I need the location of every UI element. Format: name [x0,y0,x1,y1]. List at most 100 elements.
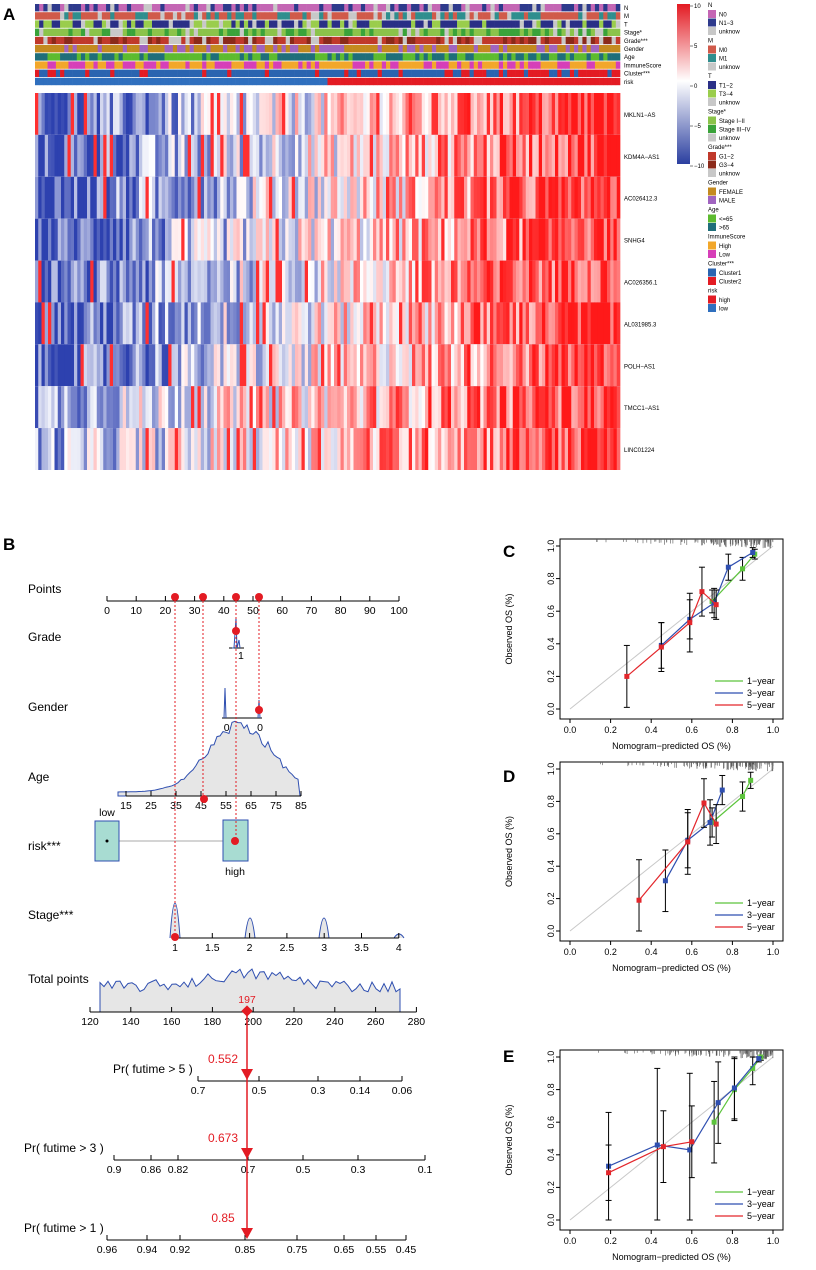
heatmap-cell [597,344,601,387]
annotation-cell [431,61,437,69]
heatmap-cell [64,344,68,387]
heatmap-cell [334,386,338,429]
annotation-cell [76,69,82,77]
heatmap-cell [590,260,595,303]
heatmap-cell [538,93,543,135]
heatmap-cell [168,260,172,303]
annotation-cell [431,69,437,77]
heatmap-cell [376,93,380,135]
annotation-cell [181,61,186,69]
heatmap-cell [70,428,75,470]
annotation-cell [599,77,604,86]
heatmap-cell [509,218,514,261]
annotation-cell [160,53,165,61]
total-tick-label: 280 [408,1016,426,1028]
heatmap-cell [145,302,150,345]
heatmap-cell [207,302,211,345]
x-tick-label: 0.8 [726,725,739,735]
annotation-cell [210,12,215,20]
heatmap-cell [457,260,462,303]
heatmap-cell [597,428,601,470]
heatmap-cell [256,386,260,429]
heatmap-cell [434,344,439,387]
heatmap-cell [509,176,514,219]
heatmap-cell [51,302,55,345]
annotation-cell [615,4,621,12]
annotation-cell [331,69,337,77]
heatmap-cell [259,302,263,345]
annotation-cell [252,53,257,61]
heatmap-cell [434,260,439,303]
heatmap-cell [233,176,237,219]
heatmap-cell [405,218,410,261]
annotation-cell [239,69,245,77]
annotation-cell [482,69,487,77]
heatmap-cell [223,134,228,177]
heatmap-cell [187,386,192,429]
annotation-cell [164,69,170,77]
heatmap-cell [600,386,605,429]
annotation-cell [528,28,533,36]
heatmap-cell [447,176,452,219]
annotation-cell [294,77,299,86]
annotation-cell [89,69,94,77]
annotation-cell [85,36,90,45]
heatmap-cell [616,260,621,303]
heatmap-cell [473,176,478,219]
annotation-cell [348,12,353,20]
heatmap-cell [48,428,52,470]
annotation-cell [532,53,537,61]
heatmap-cell [210,93,215,135]
annotation-cell [452,53,458,61]
annotation-cell [43,53,48,61]
heatmap-cell [405,428,410,470]
annotation-cell [114,4,119,12]
heatmap-cell [178,134,182,177]
annotation-cell [348,45,353,53]
heatmap-cell [44,386,49,429]
legend-item-label: Stage III−IV [719,128,751,134]
heatmap-cell [239,260,244,303]
heatmap-cell [161,260,166,303]
annotation-cell [260,20,266,28]
heatmap-cell [347,344,351,387]
annotation-cell [160,28,165,36]
annotation-cell [607,12,612,20]
heatmap-cell [613,176,618,219]
heatmap-cell [265,260,270,303]
annotation-cell [335,69,341,77]
annotation-cell [252,4,257,12]
annotation-cell [93,12,98,20]
annotation-cell [114,28,119,36]
heatmap-cell [93,428,98,470]
prob-3-tick-label: 0.85 [235,1244,256,1256]
annotation-cell [39,77,44,86]
annotation-cell [306,12,312,20]
data-point [660,1144,666,1150]
heatmap-cell [493,134,497,177]
heatmap-cell [321,134,325,177]
annotation-cell [327,69,332,77]
heatmap-cell [402,93,406,135]
annotation-cell [356,20,362,28]
heatmap-cell [493,344,497,387]
heatmap-cell [148,302,153,345]
annotation-cell [590,4,596,12]
annotation-cell [365,69,370,77]
heatmap-cell [581,218,585,261]
heatmap-cell [165,302,169,345]
heatmap-cell [594,428,598,470]
annotation-cell [147,20,153,28]
annotation-cell [369,20,374,28]
heatmap-cell [444,134,449,177]
annotation-cell [490,12,495,20]
heatmap-cell [412,302,416,345]
annotation-cell [536,77,541,86]
annotation-cell [431,12,437,20]
heatmap-cell [610,386,614,429]
annotation-cell [511,61,516,69]
annotation-cell [214,61,220,69]
heatmap-cell [129,302,133,345]
annotation-cell [331,28,337,36]
heatmap-cell [171,302,176,345]
